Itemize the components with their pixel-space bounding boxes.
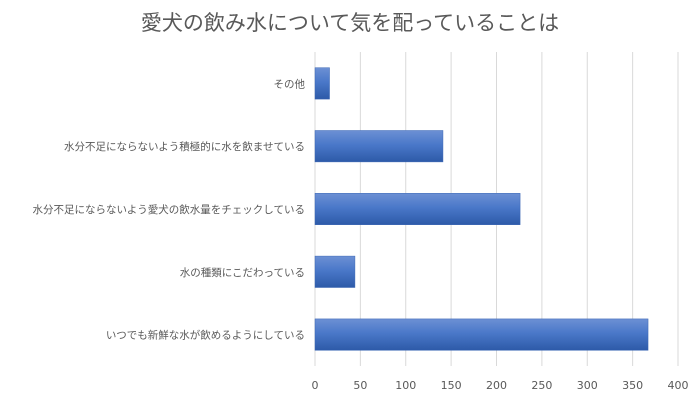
category-label-0: その他: [274, 77, 306, 90]
x-tick-150: 150: [441, 379, 462, 392]
x-tick-100: 100: [395, 379, 416, 392]
bar-2: [314, 193, 521, 225]
category-label-3: 水の種類にこだわっている: [180, 266, 305, 279]
bar-0: [314, 67, 330, 100]
x-tick-250: 250: [531, 379, 552, 392]
category-labels: その他水分不足にならないよう積極的に水を飲ませている水分不足にならないよう愛犬の…: [33, 77, 306, 341]
x-tick-350: 350: [622, 379, 643, 392]
bar-4: [314, 318, 649, 351]
category-label-4: いつでも新鮮な水が飲めるようにしている: [106, 329, 305, 342]
category-label-2: 水分不足にならないよう愛犬の飲水量をチェックしている: [33, 203, 305, 216]
x-tick-0: 0: [312, 379, 319, 392]
bar-1: [314, 130, 444, 163]
x-tick-labels: 0 50 100 150 200 250 300 350 400: [312, 379, 689, 392]
bars: [314, 67, 649, 351]
chart-title: 愛犬の飲み水について気を配っていることは: [141, 11, 559, 35]
x-tick-300: 300: [577, 379, 598, 392]
bar-3: [314, 255, 356, 288]
x-tick-200: 200: [486, 379, 507, 392]
x-tick-400: 400: [668, 379, 689, 392]
x-tick-50: 50: [353, 379, 367, 392]
category-label-1: 水分不足にならないよう積極的に水を飲ませている: [64, 140, 305, 153]
